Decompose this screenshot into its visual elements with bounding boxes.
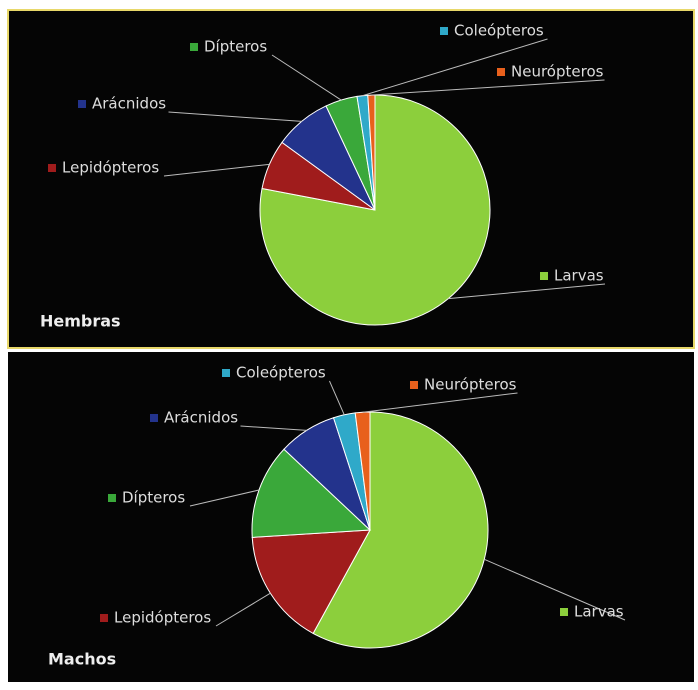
slice-label: Lepidópteros: [62, 159, 159, 177]
leader-line: [362, 38, 548, 97]
legend-swatch: [150, 414, 158, 422]
leader-line: [371, 79, 605, 96]
slice-label: Coleópteros: [236, 364, 326, 382]
legend-swatch: [497, 68, 505, 76]
leader-line: [163, 163, 270, 177]
leader-line: [362, 392, 518, 413]
legend-swatch: [540, 272, 548, 280]
slice-label: Arácnidos: [164, 409, 238, 427]
slice-label: Neurópteros: [511, 63, 604, 81]
slice-label: Dípteros: [204, 38, 267, 56]
pie-slice: [251, 448, 372, 538]
slice-label: Arácnidos: [92, 95, 166, 113]
leader-line: [329, 380, 345, 416]
leader-line: [168, 111, 302, 122]
legend-swatch: [108, 494, 116, 502]
leader-line: [240, 425, 307, 431]
slice-label: Larvas: [554, 267, 604, 285]
legend-swatch: [222, 369, 230, 377]
legend-swatch: [190, 43, 198, 51]
panel-title: Hembras: [40, 312, 121, 331]
slice-label: Lepidópteros: [114, 609, 211, 627]
leader-line: [448, 283, 606, 300]
panel-title: Machos: [48, 650, 116, 669]
legend-swatch: [410, 381, 418, 389]
pie-slice: [251, 529, 371, 635]
slice-label: Coleópteros: [454, 22, 544, 40]
slice-label: Dípteros: [122, 489, 185, 507]
slice-label: Larvas: [574, 603, 624, 621]
leader-line: [189, 489, 260, 507]
leader-line: [271, 54, 342, 101]
legend-swatch: [560, 608, 568, 616]
legend-swatch: [100, 614, 108, 622]
legend-swatch: [440, 27, 448, 35]
legend-swatch: [48, 164, 56, 172]
leader-line: [215, 592, 271, 627]
slice-label: Neurópteros: [424, 376, 517, 394]
legend-swatch: [78, 100, 86, 108]
leader-line: [484, 558, 626, 621]
